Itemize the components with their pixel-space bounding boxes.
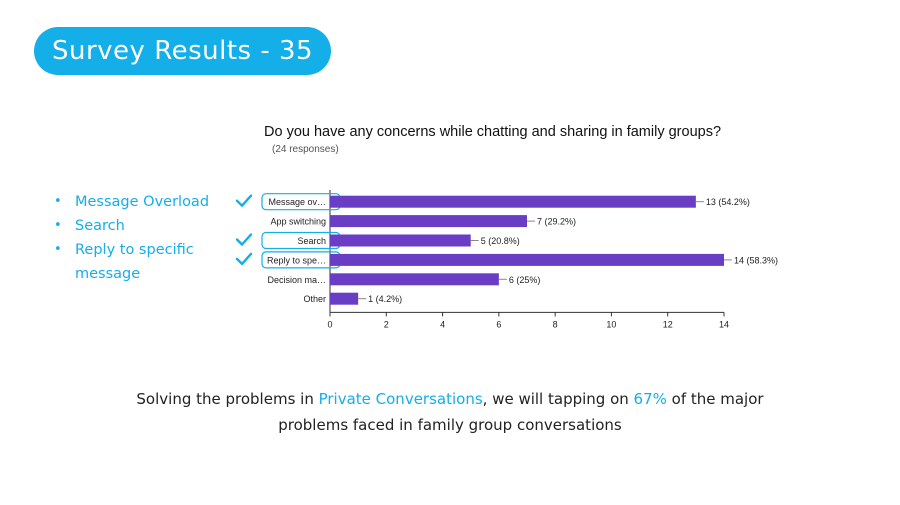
x-tick-label: 12 — [663, 319, 673, 329]
data-label: 1 (4.2%) — [368, 294, 402, 304]
data-label: 14 (58.3%) — [734, 255, 778, 265]
x-tick-label: 10 — [606, 319, 616, 329]
bullet-item: Message Overload — [54, 190, 224, 214]
concern-bullet-list: Message Overload Search Reply to specifi… — [54, 190, 224, 286]
slide-title: Survey Results - 35 — [34, 27, 331, 75]
bar — [330, 253, 724, 266]
check-icon — [235, 233, 253, 246]
summary-part-1: Solving the problems in — [136, 390, 319, 408]
bullet-item: Reply to specific message — [54, 238, 224, 286]
data-label: 7 (29.2%) — [537, 217, 576, 227]
chart-title: Do you have any concerns while chatting … — [264, 124, 722, 140]
category-label: Reply to spe… — [267, 255, 326, 265]
x-tick-label: 14 — [719, 319, 729, 329]
category-label: Other — [303, 294, 326, 304]
summary-highlight-private-conversations: Private Conversations — [318, 390, 483, 408]
category-label: Search — [297, 236, 326, 246]
summary-highlight-percentage: 67% — [633, 390, 667, 408]
bar — [330, 273, 499, 286]
category-label: App switching — [270, 217, 326, 227]
x-tick-label: 2 — [384, 319, 389, 329]
summary-part-2: , we will tapping on — [482, 390, 634, 408]
bar — [330, 234, 471, 247]
bar — [330, 215, 527, 228]
x-tick-label: 6 — [496, 319, 501, 329]
chart-subtitle: (24 responses) — [272, 144, 339, 155]
x-tick-label: 8 — [553, 319, 558, 329]
x-tick-label: 0 — [327, 319, 332, 329]
category-label: Message ov… — [268, 197, 326, 207]
data-label: 13 (54.2%) — [706, 197, 750, 207]
summary-part-3: of the major problems faced in family gr… — [278, 390, 764, 434]
x-tick-label: 4 — [440, 319, 445, 329]
check-icon — [235, 252, 253, 266]
check-icon — [235, 194, 253, 207]
bar — [330, 195, 696, 208]
category-label: Decision ma… — [267, 275, 326, 285]
data-label: 6 (25%) — [509, 275, 541, 285]
survey-bar-chart: Message ov… 13 (54.2%) App switching 7 (29.… — [235, 190, 778, 329]
data-label: 5 (20.8%) — [481, 236, 520, 246]
bar — [330, 292, 359, 305]
bullet-item: Search — [54, 214, 224, 238]
summary-text: Solving the problems in Private Conversa… — [100, 386, 800, 438]
